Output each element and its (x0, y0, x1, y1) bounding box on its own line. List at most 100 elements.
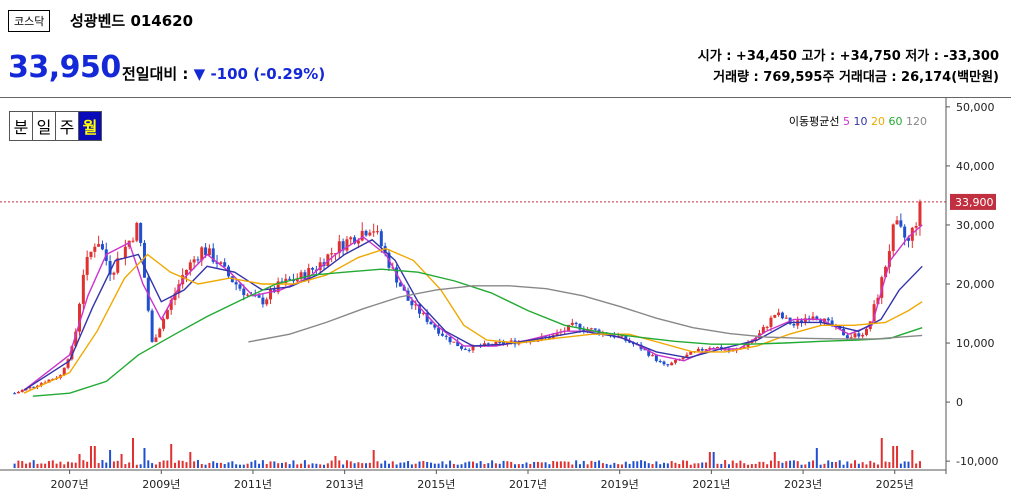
volume-bar (724, 460, 727, 468)
volume-bar (521, 464, 524, 468)
tab-day[interactable]: 일 (32, 111, 56, 141)
volume-bar (51, 460, 54, 468)
candle-body (276, 281, 280, 293)
volume-bar (238, 464, 241, 468)
volume-bar (827, 460, 830, 468)
volume-bar (823, 463, 826, 468)
volume-bar (666, 463, 669, 468)
candle-body (849, 337, 853, 339)
candle-body (165, 309, 169, 319)
ma-line-60 (32, 268, 923, 397)
candle-body (906, 237, 910, 241)
tab-minute[interactable]: 분 (9, 111, 33, 141)
candle-body (238, 284, 242, 289)
candle-body (345, 239, 349, 251)
volume-bar (789, 460, 792, 468)
candle-body (425, 312, 429, 322)
volume-bar (170, 444, 173, 468)
volume-bar (273, 461, 276, 468)
volume-bar (540, 462, 543, 468)
volume-bar (525, 462, 528, 468)
volume-bar (884, 461, 887, 468)
volume-info: 거래량 : 769,595주 거래대금 : 26,174(백만원) (713, 70, 999, 85)
volume-bar (292, 460, 295, 468)
y-tick-label: 0 (956, 396, 963, 409)
volume-bar (67, 461, 70, 468)
volume-bar (223, 464, 226, 468)
volume-bar (258, 463, 261, 468)
candle-body (100, 244, 104, 250)
current-price-box (950, 193, 996, 210)
volume-bar (28, 462, 31, 468)
volume-bar (89, 446, 92, 468)
candle-body (410, 300, 414, 306)
volume-bar (559, 461, 562, 468)
candle-body (154, 337, 158, 342)
candle-body (914, 225, 918, 228)
tab-month[interactable]: 월 (78, 111, 102, 141)
candle-body (93, 246, 97, 252)
volume-bar (338, 460, 341, 468)
volume-bar (582, 460, 585, 468)
volume-bar (384, 460, 387, 468)
volume-bar (193, 461, 196, 468)
volume-bar (552, 461, 555, 468)
volume-bar (47, 461, 50, 468)
volume-bar (533, 461, 536, 468)
candle-body (158, 328, 162, 338)
candle-body (620, 335, 624, 337)
volume-bar (892, 446, 895, 468)
stock-chart: 50,000 40,000 30,000 20,000 10,000 0 -10,000 20… (0, 98, 998, 491)
candle-body (204, 247, 208, 256)
candle-body (70, 346, 74, 360)
candle-body (754, 338, 758, 342)
volume-bar (93, 446, 96, 468)
candle-body (460, 346, 464, 349)
volume-bar (907, 461, 910, 468)
volume-bar (651, 464, 654, 468)
volume-bar (216, 462, 219, 468)
volume-bar (246, 463, 249, 468)
volume-bar (918, 461, 921, 468)
candle-body (330, 253, 334, 255)
candle-body (853, 333, 857, 338)
price-change: 전일대비 : ▼ -100 (-0.29%) (122, 63, 325, 84)
volume-bar (601, 463, 604, 468)
volume-bar (200, 463, 203, 468)
volume-bar (777, 461, 780, 468)
candle-body (16, 391, 20, 394)
volume-bar (472, 461, 474, 468)
volume-bar (854, 460, 857, 468)
volume-bar (605, 463, 608, 468)
volume-bar (135, 464, 138, 468)
current-price-tag: 33,900 (950, 193, 996, 210)
candle-body (142, 242, 146, 278)
volume-bar (743, 463, 746, 468)
candle-body (97, 244, 101, 247)
candle-body (20, 389, 24, 392)
x-tick-label: 2023년 (784, 478, 822, 491)
candle-body (184, 269, 188, 276)
volume-bar (678, 463, 681, 468)
volume-bar (13, 463, 16, 468)
volume-bar (850, 463, 853, 468)
candle-body (288, 278, 292, 280)
candle-body (780, 312, 784, 319)
candle-body (223, 262, 227, 267)
volume-bar (804, 464, 807, 468)
candle-body (777, 312, 781, 316)
volume-bar (556, 461, 559, 468)
candle-body (337, 241, 341, 254)
volume-bar (762, 461, 765, 468)
candle-body (261, 297, 265, 305)
tab-week[interactable]: 주 (55, 111, 79, 141)
candle-body (372, 231, 376, 233)
volume-bar (494, 463, 497, 468)
volume-bar (578, 464, 581, 468)
open-high-low-info: 시가 : +34,450 고가 : +34,750 저가 : -33,300 (697, 49, 999, 64)
volume-bar (254, 460, 257, 468)
candle-body (544, 336, 548, 338)
volume-bar (97, 463, 100, 468)
volume-bar (422, 461, 425, 468)
candle-body (74, 331, 78, 347)
